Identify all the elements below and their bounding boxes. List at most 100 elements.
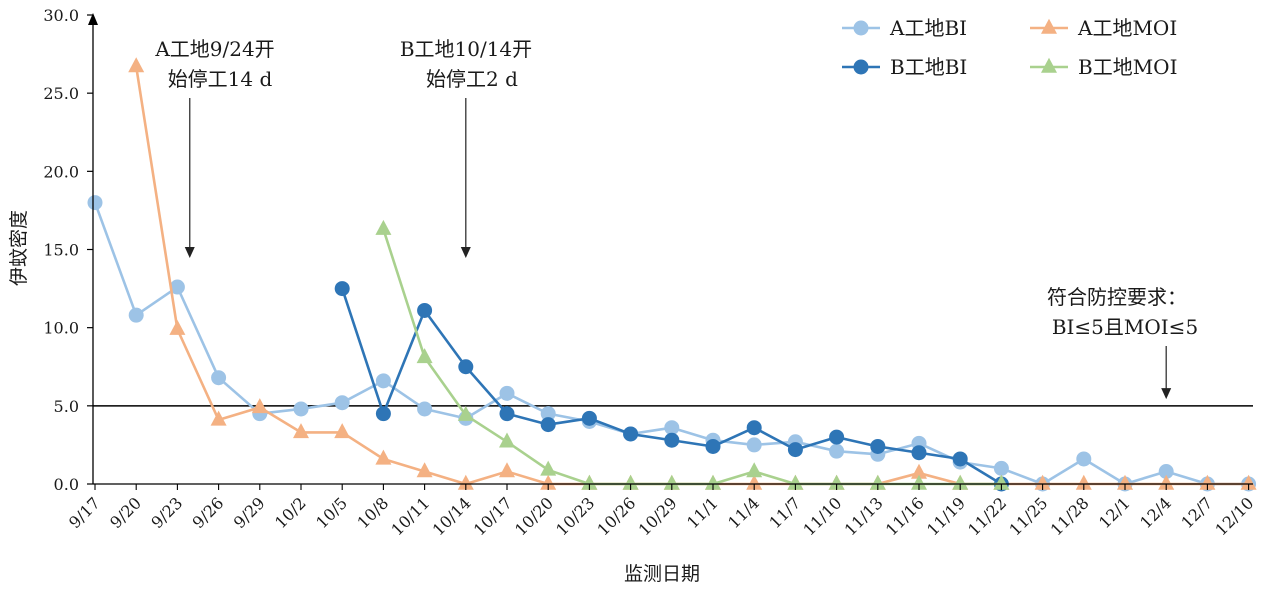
series-line <box>340 288 1003 486</box>
data-point <box>128 57 145 73</box>
data-point <box>664 432 680 448</box>
y-tick-label: 25.0 <box>43 84 79 103</box>
data-point <box>417 401 433 417</box>
y-tick-label: 5.0 <box>54 397 79 416</box>
data-point <box>829 429 845 445</box>
data-point <box>622 474 639 490</box>
data-point <box>416 348 433 364</box>
x-tick-label: 11/22 <box>964 493 1010 539</box>
annotation-text: 始停工14 d <box>168 67 273 91</box>
annotation-text: BI≤5且MOI≤5 <box>1052 315 1198 339</box>
legend-label: B工地BI <box>890 55 967 79</box>
data-point <box>869 474 886 490</box>
x-tick-labels: 9/17 9/20 9/23 9/26 9/29 10/2 10/5 10/810/1110/… <box>65 484 1257 539</box>
data-point <box>416 462 433 478</box>
x-tick-label: 10/5 <box>312 493 351 532</box>
x-tick-label: 11/7 <box>765 493 804 532</box>
data-point <box>787 442 803 458</box>
legend-label: A工地MOI <box>1077 16 1177 40</box>
annotation-text: B工地10/14开 <box>400 37 532 61</box>
data-point <box>746 437 762 453</box>
legend: A工地BI A工地MOI B工地BI B工地MOI <box>842 16 1177 79</box>
data-point <box>334 395 350 411</box>
data-point <box>746 420 762 436</box>
data-point <box>210 410 227 426</box>
data-point <box>911 463 927 479</box>
data-point <box>499 432 515 448</box>
series-2 <box>128 57 1257 490</box>
data-point <box>293 423 309 439</box>
x-tick-label: 11/28 <box>1047 493 1093 539</box>
data-point <box>787 474 804 490</box>
data-point <box>1041 18 1057 34</box>
data-point <box>128 307 144 323</box>
x-tick-label: 11/1 <box>683 493 722 532</box>
x-tick-label: 11/25 <box>1005 493 1051 539</box>
annotation-arrowhead <box>184 247 195 258</box>
data-point <box>499 406 515 422</box>
annotation-3: 符合防控要求： BI≤5且MOI≤5 <box>1047 285 1198 400</box>
data-point <box>417 302 433 318</box>
x-tick-label: 11/19 <box>923 493 969 539</box>
x-tick-label: 10/17 <box>470 493 516 539</box>
x-tick-label: 9/26 <box>189 493 228 532</box>
data-point <box>1076 451 1092 467</box>
data-point <box>375 406 391 422</box>
data-point <box>457 474 474 490</box>
data-point <box>993 474 1010 490</box>
x-tick-label: 9/29 <box>230 493 269 532</box>
legend-item: A工地BI <box>842 16 967 40</box>
data-point <box>705 438 721 454</box>
data-point <box>828 474 845 490</box>
data-point <box>952 474 969 490</box>
data-point <box>952 451 968 467</box>
data-point <box>1158 474 1175 490</box>
series-3 <box>334 281 1009 492</box>
data-point <box>746 462 763 478</box>
data-point <box>169 279 185 295</box>
annotation-arrowhead <box>460 247 471 258</box>
data-point <box>251 398 268 414</box>
data-point <box>1240 474 1257 490</box>
x-tick-label: 9/23 <box>147 493 186 532</box>
data-point <box>457 405 474 421</box>
data-point <box>853 59 869 75</box>
data-point <box>540 406 556 422</box>
data-point <box>1199 474 1216 490</box>
data-point <box>293 401 309 417</box>
x-axis-label: 监测日期 <box>624 563 700 585</box>
data-point <box>993 460 1009 476</box>
data-point <box>1034 474 1051 490</box>
data-point <box>853 20 869 36</box>
x-tick-label: 10/8 <box>353 493 392 532</box>
x-tick-label: 10/23 <box>552 493 598 539</box>
annotation-text: A工地9/24开 <box>154 37 274 61</box>
data-point <box>581 474 598 490</box>
data-point <box>458 359 474 375</box>
x-tick-label: 10/2 <box>271 493 310 532</box>
data-point <box>375 373 391 389</box>
x-tick-label: 11/16 <box>882 493 928 539</box>
data-point <box>375 219 392 235</box>
x-tick-label: 10/29 <box>635 493 681 539</box>
x-tick-label: 9/20 <box>106 493 145 532</box>
x-tick-label: 10/26 <box>593 493 639 539</box>
y-tick-labels: 0.0 5.0 10.0 15.0 20.0 25.0 30.0 <box>43 6 93 494</box>
legend-label: B工地MOI <box>1078 55 1177 79</box>
data-point <box>499 462 515 478</box>
x-tick-label: 11/13 <box>841 493 887 539</box>
data-point <box>169 319 186 335</box>
data-point <box>664 420 680 436</box>
data-point <box>746 474 763 490</box>
y-axis-arrowhead <box>88 13 98 25</box>
y-tick-label: 10.0 <box>43 319 79 338</box>
data-point <box>540 417 556 433</box>
data-point <box>870 438 886 454</box>
legend-item: B工地BI <box>842 55 967 79</box>
data-point <box>1041 57 1057 73</box>
data-point <box>211 370 227 386</box>
series-line <box>134 66 1249 486</box>
